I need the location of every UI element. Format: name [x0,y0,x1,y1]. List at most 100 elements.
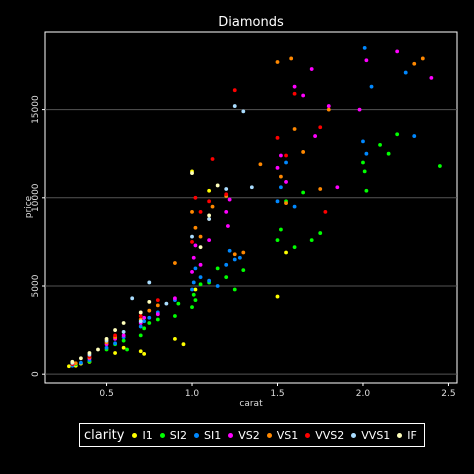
data-point [412,134,417,138]
data-point [284,153,288,158]
data-point [207,213,212,218]
data-point [121,321,126,325]
data-point [190,171,194,176]
data-point [292,127,297,131]
data-point [364,188,369,193]
data-point [318,125,323,130]
data-point [147,315,152,320]
data-point [326,104,331,108]
data-point [429,75,434,80]
data-point [369,84,374,89]
data-point [138,319,143,324]
data-point [147,308,152,313]
data-point [275,165,280,170]
data-point [378,142,382,147]
data-point [438,164,442,168]
data-point [198,282,203,287]
legend-swatch [351,432,357,438]
data-point [138,310,143,315]
data-point [292,204,297,209]
legend-entry-i1: I1 [132,429,153,442]
data-point [395,49,400,54]
data-point [193,266,198,271]
data-point [190,210,194,214]
legend-entry-vs1: VS1 [266,428,299,442]
data-point [318,187,323,191]
data-point [232,287,237,292]
data-point [357,107,362,112]
data-point [227,248,232,253]
data-point [87,351,92,355]
data-point [237,255,242,260]
data-point [275,135,280,140]
data-point [104,345,109,350]
legend-swatch [159,432,165,438]
data-point [241,268,246,273]
legend-swatch [193,432,199,438]
legend-swatch [266,432,272,438]
legend-label: SI1 [203,428,222,442]
chart-title: Diamonds [218,15,284,30]
data-point [309,67,314,71]
data-points [67,45,442,369]
data-point [193,287,198,292]
data-point [173,314,177,318]
data-point [335,185,340,190]
legend-swatch [397,432,403,438]
data-point [190,287,194,292]
data-point [318,231,323,235]
data-point [215,183,220,188]
data-point [275,238,280,243]
data-point [193,298,198,303]
data-point [79,360,83,365]
data-point [210,204,215,209]
data-point [279,174,283,179]
data-point [121,345,126,350]
data-point [164,301,169,306]
data-point [198,262,203,267]
data-point [227,197,232,202]
data-point [275,199,280,204]
data-point [142,326,147,331]
data-point [113,351,117,355]
y-axis-label: price [24,195,34,218]
data-point [395,132,400,137]
legend-swatch [132,432,138,438]
data-point [292,84,297,89]
legend-label: VVS2 [315,428,345,442]
legend-label: VS1 [276,428,299,442]
data-point [147,280,152,285]
data-point [275,60,280,64]
data-point [232,104,237,108]
data-point [70,359,75,364]
data-point [284,201,288,205]
data-point [193,195,198,200]
data-point [155,298,160,303]
x-tick-label: 1.5 [270,389,284,399]
data-point [386,151,391,156]
data-point [173,296,177,301]
data-point [279,185,283,190]
data-point [292,91,297,96]
legend-entries: I1 SI2 SI1 VS2 VS1 VVS2 VVS1 IF [132,429,423,442]
data-point [198,245,203,250]
y-tick-label: 5000 [31,274,41,297]
data-point [191,292,196,297]
data-point [138,333,143,338]
data-point [155,303,160,308]
data-point [198,210,203,214]
data-point [284,180,288,184]
data-point [224,210,229,214]
data-point [147,299,152,304]
legend-entry-si2: SI2 [159,429,187,442]
y-tick-label: 15000 [31,95,41,124]
y-axis: 0 5000 10000 15000 [31,95,45,377]
data-point [190,305,194,310]
data-point [193,225,198,230]
data-point [241,250,246,255]
data-point [289,56,294,61]
data-point [181,342,186,347]
data-point [361,160,365,165]
legend-entry-si1: SI1 [193,428,222,442]
